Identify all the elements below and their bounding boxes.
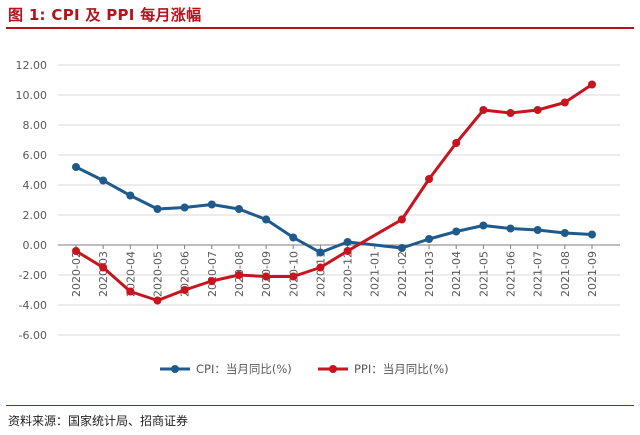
ppi-point	[533, 106, 542, 114]
cpi-point	[99, 176, 108, 185]
y-tick-label: -4.00	[19, 299, 47, 312]
chart-area: 12.00 10.00 8.00 6.00 4.00 2.00 0.00 -2.00 -4.00…	[0, 30, 640, 402]
ppi-point	[153, 296, 162, 305]
x-tick-labels: 2020-02 2020-03 2020-04 2020-05 2020-06 2020-…	[70, 251, 599, 297]
ppi-point	[180, 286, 189, 294]
cpi-line	[74, 165, 594, 254]
ppi-point	[126, 287, 135, 296]
x-tick-label: 2021-03	[423, 251, 436, 297]
ppi-point	[397, 215, 406, 224]
legend-label: PPI：当月同比(%)	[354, 362, 449, 376]
ppi-point	[588, 80, 596, 89]
cpi-point	[533, 226, 542, 234]
x-tick-label: 2020-05	[151, 251, 164, 297]
y-tick-label: 6.00	[23, 149, 48, 162]
cpi-point	[289, 233, 298, 242]
ppi-point	[479, 106, 488, 114]
ppi-point	[72, 247, 80, 255]
ppi-point	[316, 263, 325, 272]
source-note: 资料来源：国家统计局、招商证券	[8, 414, 189, 428]
ppi-point	[343, 247, 352, 255]
x-tick-label: 2021-07	[532, 251, 545, 297]
cpi-point	[452, 227, 461, 236]
x-tick-label: 2021-01	[369, 251, 382, 297]
x-tick-label: 2021-06	[505, 251, 518, 297]
y-tick-label: 0.00	[23, 239, 48, 252]
legend-item-ppi: PPI：当月同比(%)	[318, 362, 449, 376]
y-tick-label: 8.00	[23, 119, 48, 132]
cpi-point	[588, 230, 596, 239]
x-tick-label: 2020-02	[70, 251, 83, 297]
cpi-point	[397, 244, 406, 252]
title-bar: 图 1: CPI 及 PPI 每月涨幅	[0, 0, 640, 30]
cpi-point	[207, 200, 216, 209]
x-tick-label: 2020-12	[342, 251, 355, 297]
legend-swatch-marker	[171, 365, 179, 373]
legend-label: CPI：当月同比(%)	[196, 362, 292, 376]
y-tick-labels: 12.00 10.00 8.00 6.00 4.00 2.00 0.00 -2.00 -4.00…	[16, 59, 48, 342]
cpi-point	[72, 163, 80, 171]
grid-layer	[58, 64, 620, 336]
cpi-point	[506, 224, 515, 233]
x-tick-label: 2020-03	[97, 251, 110, 297]
figure-title: 图 1: CPI 及 PPI 每月涨幅	[8, 6, 202, 24]
footer-rule	[6, 405, 634, 406]
y-tick-label: 10.00	[16, 89, 48, 102]
y-tick-label: 2.00	[23, 209, 48, 222]
cpi-point	[479, 221, 488, 230]
cpi-point	[126, 191, 135, 200]
ppi-point	[506, 109, 515, 117]
title-rule	[6, 27, 634, 29]
y-tick-label: 4.00	[23, 179, 48, 192]
y-tick-label: -6.00	[19, 329, 47, 342]
ppi-point	[99, 263, 108, 272]
x-tick-label: 2021-04	[450, 251, 463, 297]
ppi-point	[452, 139, 461, 147]
legend-item-cpi: CPI：当月同比(%)	[160, 362, 292, 376]
line-chart: 12.00 10.00 8.00 6.00 4.00 2.00 0.00 -2.00 -4.00…	[16, 59, 620, 376]
x-tick-label: 2020-07	[206, 251, 219, 297]
cpi-point	[234, 205, 243, 213]
ppi-point	[289, 272, 298, 281]
legend-swatch-marker	[329, 365, 337, 373]
x-tick-label: 2021-05	[477, 251, 490, 297]
x-tick-label: 2021-02	[396, 251, 409, 297]
cpi-point	[153, 205, 162, 213]
ppi-point	[262, 272, 271, 281]
series-ppi	[72, 80, 596, 305]
series-layer	[72, 80, 596, 305]
y-tick-label: -2.00	[19, 269, 47, 282]
cpi-point	[262, 215, 271, 224]
x-tick-label: 2020-11	[314, 251, 327, 297]
cpi-point	[343, 238, 352, 246]
x-tick-label: 2021-08	[559, 251, 572, 297]
series-cpi	[72, 163, 596, 257]
cpi-point	[560, 229, 569, 237]
ppi-point	[234, 271, 243, 279]
ppi-point	[560, 98, 569, 107]
x-tick-label: 2021-09	[586, 251, 599, 297]
x-tick-label: 2020-04	[124, 251, 137, 297]
ppi-point	[207, 277, 216, 285]
legend: CPI：当月同比(%) PPI：当月同比(%)	[160, 362, 449, 376]
y-tick-label: 12.00	[16, 59, 48, 72]
cpi-point	[180, 203, 189, 212]
ppi-point	[425, 175, 434, 183]
x-tick-label: 2020-06	[179, 251, 192, 297]
cpi-point	[316, 248, 325, 257]
cpi-point	[425, 235, 434, 243]
